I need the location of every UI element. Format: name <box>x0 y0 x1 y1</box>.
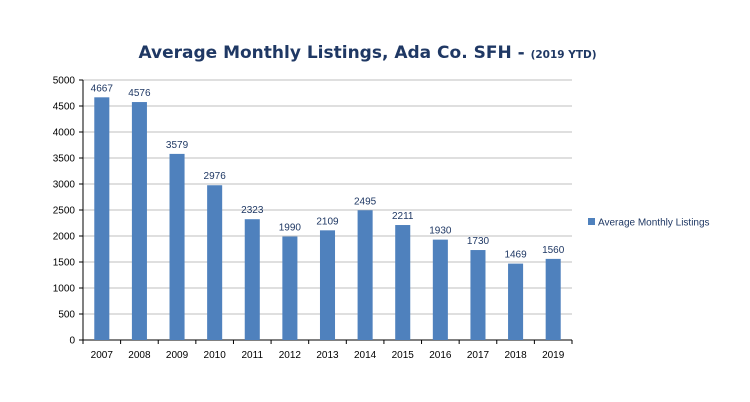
gridlines <box>83 79 572 315</box>
legend-swatch <box>588 218 595 225</box>
bar <box>94 97 110 340</box>
data-labels: 4667 4576 3579 2976 2323 1990 2109 2495 2211 1930… <box>91 83 565 260</box>
bar <box>169 153 185 340</box>
bar <box>508 263 524 340</box>
x-tick-label: 2009 <box>166 350 189 361</box>
axes: 0 500 1000 1500 2000 2500 3000 3500 4000 4500 5000… <box>53 76 573 361</box>
bar <box>131 102 147 340</box>
data-label: 2109 <box>316 216 339 227</box>
y-tick-label: 2000 <box>53 232 76 243</box>
y-tick-label: 3500 <box>53 154 76 165</box>
data-label: 2323 <box>241 205 264 216</box>
y-tick-label: 3000 <box>53 180 76 191</box>
y-tick-label: 0 <box>69 336 75 347</box>
x-tick-label: 2018 <box>504 350 527 361</box>
legend-label: Average Monthly Listings <box>598 218 710 229</box>
data-label: 2495 <box>354 196 377 207</box>
data-label: 2211 <box>392 211 414 222</box>
data-label: 1990 <box>279 223 302 234</box>
data-label: 1469 <box>504 250 527 261</box>
bar <box>282 236 298 340</box>
x-tick-label: 2017 <box>467 350 490 361</box>
bar <box>470 250 486 340</box>
data-label: 1730 <box>467 236 490 247</box>
data-label: 2976 <box>204 171 227 182</box>
bar <box>432 239 448 340</box>
data-label: 4667 <box>91 83 114 94</box>
y-tick-label: 4500 <box>53 102 76 113</box>
x-tick-label: 2016 <box>429 350 452 361</box>
y-tick-label: 2500 <box>53 206 76 217</box>
y-tick-label: 1000 <box>53 284 76 295</box>
data-label: 3579 <box>166 140 189 151</box>
legend: Average Monthly Listings <box>588 218 710 229</box>
data-label: 4576 <box>128 88 151 99</box>
bar <box>244 219 260 340</box>
y-tick-label: 1500 <box>53 258 76 269</box>
x-tick-label: 2008 <box>128 350 151 361</box>
data-label: 1560 <box>542 245 565 256</box>
bar <box>207 185 223 340</box>
x-tick-label: 2014 <box>354 350 377 361</box>
bar <box>395 225 411 340</box>
bar <box>357 210 373 340</box>
y-tick-label: 4000 <box>53 128 76 139</box>
chart-subtitle: (2019 YTD) <box>531 49 597 61</box>
x-tick-label: 2011 <box>242 350 264 361</box>
y-tick-label: 500 <box>58 310 75 321</box>
y-tick-label: 5000 <box>53 76 76 87</box>
x-tick-label: 2012 <box>279 350 302 361</box>
x-tick-label: 2010 <box>204 350 227 361</box>
data-label: 1930 <box>429 226 452 237</box>
chart-title-main: Average Monthly Listings, Ada Co. SFH - <box>138 43 530 63</box>
bars <box>94 97 561 340</box>
chart-title: Average Monthly Listings, Ada Co. SFH - … <box>138 43 596 63</box>
x-tick-label: 2007 <box>91 350 114 361</box>
x-tick-label: 2019 <box>542 350 565 361</box>
bar <box>319 230 336 340</box>
bar <box>545 258 561 340</box>
x-tick-label: 2013 <box>316 350 339 361</box>
x-tick-label: 2015 <box>392 350 415 361</box>
